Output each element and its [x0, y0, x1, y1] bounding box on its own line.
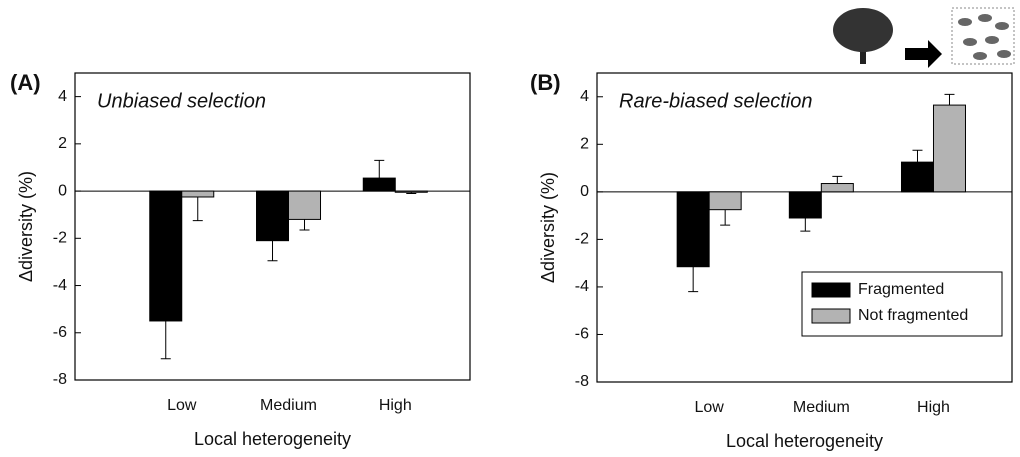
- chart-title: Rare-biased selection: [619, 90, 812, 112]
- x-tick-label: Low: [694, 399, 724, 416]
- icons: [833, 7, 1015, 68]
- y-tick-label: -8: [53, 371, 67, 388]
- bar: [708, 191, 742, 211]
- error-bar: [406, 192, 417, 194]
- y-tick-label: 2: [58, 135, 67, 152]
- bar: [256, 190, 290, 242]
- bar: [288, 190, 322, 220]
- error-bar: [944, 93, 955, 106]
- y-tick-label: -4: [575, 278, 589, 295]
- error-bar: [299, 219, 310, 231]
- bar: [676, 191, 710, 268]
- error-bar: [374, 159, 385, 179]
- y-tick-label: 4: [58, 88, 67, 105]
- bar: [820, 183, 854, 193]
- x-tick-label: High: [379, 397, 412, 414]
- x-tick-label: Medium: [793, 399, 850, 416]
- plot-frame: [74, 72, 471, 381]
- legend-swatch: [811, 282, 851, 298]
- error-bar: [160, 320, 171, 360]
- error-bar: [267, 240, 278, 262]
- error-bar: [800, 217, 811, 232]
- x-tick-label: Medium: [260, 397, 317, 414]
- legend-label: Not fragmented: [858, 307, 968, 324]
- bar: [149, 190, 183, 322]
- y-tick-label: -4: [53, 277, 67, 294]
- y-axis-label: Δdiversity (%): [16, 171, 36, 282]
- error-bar: [912, 149, 923, 163]
- panel-label: (A): [10, 70, 41, 95]
- error-bar: [720, 209, 731, 226]
- error-bar: [688, 266, 699, 293]
- error-bar: [192, 196, 203, 222]
- bar: [932, 104, 966, 193]
- bar: [362, 177, 396, 192]
- legend-swatch: [811, 308, 851, 324]
- y-tick-label: -6: [53, 324, 67, 341]
- y-axis-label: Δdiversity (%): [538, 172, 558, 283]
- bar: [788, 191, 822, 219]
- error-bar: [832, 175, 843, 184]
- bar: [181, 190, 215, 198]
- plot-frame: [596, 72, 1013, 383]
- y-tick-label: 0: [580, 183, 589, 200]
- x-axis-label: Local heterogeneity: [194, 429, 351, 449]
- x-axis-label: Local heterogeneity: [726, 431, 883, 451]
- legend-label: Fragmented: [858, 281, 944, 298]
- y-tick-label: -2: [575, 231, 589, 248]
- y-tick-label: -2: [53, 230, 67, 247]
- y-tick-label: 4: [580, 88, 589, 105]
- bar: [394, 190, 428, 193]
- chart-title: Unbiased selection: [97, 90, 266, 112]
- y-tick-label: -8: [575, 373, 589, 390]
- y-tick-label: 2: [580, 136, 589, 153]
- panel-label: (B): [530, 70, 561, 95]
- x-tick-label: Low: [167, 397, 197, 414]
- y-tick-label: -6: [575, 326, 589, 343]
- x-tick-label: High: [917, 399, 950, 416]
- y-tick-label: 0: [58, 182, 67, 199]
- bar: [900, 161, 934, 193]
